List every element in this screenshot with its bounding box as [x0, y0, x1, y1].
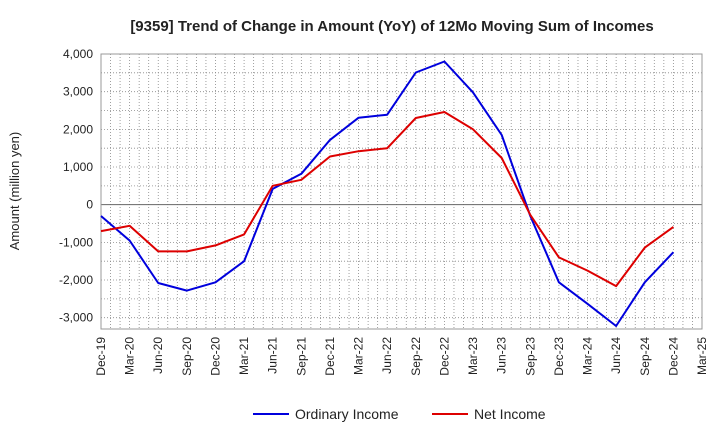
y-axis-label: Amount (million yen) — [7, 132, 22, 251]
x-tick-label: Mar-22 — [352, 337, 366, 375]
legend-label: Net Income — [474, 406, 546, 422]
x-tick-label: Dec-20 — [208, 337, 222, 376]
x-tick-label: Sep-21 — [294, 337, 308, 376]
y-tick-label: 1,000 — [63, 160, 93, 174]
series-line-ordinary-income — [100, 60, 675, 327]
x-tick-label: Dec-23 — [552, 337, 566, 376]
legend: Ordinary Income Net Income — [253, 406, 546, 422]
x-tick-label: Dec-22 — [437, 337, 451, 376]
x-tick-label: Jun-23 — [495, 337, 509, 374]
x-tick-label: Sep-24 — [638, 337, 652, 376]
chart-title: [9359] Trend of Change in Amount (YoY) o… — [130, 18, 653, 35]
y-tick-label: 3,000 — [63, 85, 93, 99]
y-tick-label: -2,000 — [59, 273, 93, 287]
y-tick-label: -3,000 — [59, 311, 93, 325]
x-tick-label: Jun-24 — [609, 337, 623, 374]
x-tick-label: Jun-21 — [266, 337, 280, 374]
grid — [101, 54, 702, 329]
x-tick-label: Jun-20 — [151, 337, 165, 374]
x-tick-label: Dec-24 — [666, 337, 680, 376]
x-tick-label: Mar-24 — [581, 337, 595, 375]
x-tick-label: Sep-23 — [523, 337, 537, 376]
x-tick-label: Dec-19 — [94, 337, 108, 376]
y-tick-label: 4,000 — [63, 47, 93, 61]
y-tick-label: -1,000 — [59, 235, 93, 249]
plot-frame — [100, 53, 703, 330]
x-tick-label: Sep-22 — [409, 337, 423, 376]
y-tick-label: 0 — [86, 198, 93, 212]
y-tick-labels: 4,000 3,000 2,000 1,000 0 -1,000 -2,000 -3,000 — [59, 47, 93, 325]
y-tick-label: 2,000 — [63, 122, 93, 136]
legend-label: Ordinary Income — [295, 406, 399, 422]
x-tick-label: Dec-21 — [323, 337, 337, 376]
series-lines — [100, 60, 675, 327]
x-tick-label: Mar-23 — [466, 337, 480, 375]
x-tick-labels: Dec-19 Mar-20 Jun-20 Sep-20 Dec-20 Mar-21 Jun-… — [94, 337, 709, 376]
series-line-net-income — [100, 111, 674, 288]
x-tick-label: Jun-22 — [380, 337, 394, 374]
x-tick-label: Mar-25 — [695, 337, 709, 375]
x-tick-label: Mar-20 — [123, 337, 137, 375]
x-tick-label: Sep-20 — [180, 337, 194, 376]
x-tick-label: Mar-21 — [237, 337, 251, 375]
